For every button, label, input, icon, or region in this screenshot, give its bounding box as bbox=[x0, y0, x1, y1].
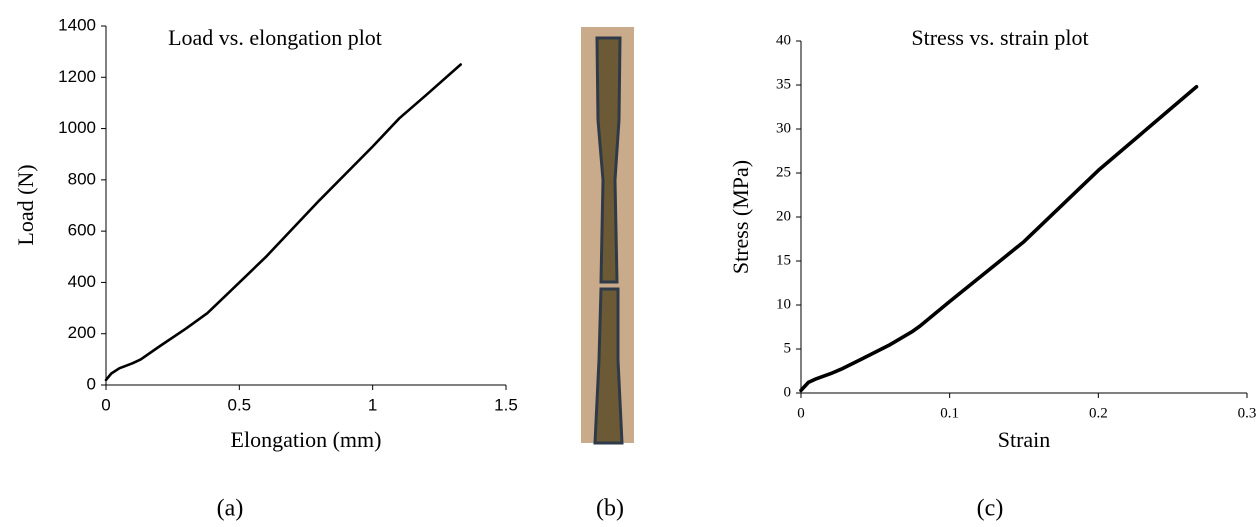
panel-label: (a) bbox=[217, 496, 244, 522]
chart-title: Load vs. elongation plot bbox=[168, 25, 382, 50]
y-tick-label: 200 bbox=[68, 323, 96, 342]
x-axis-label: Elongation (mm) bbox=[231, 427, 382, 452]
y-tick-label: 20 bbox=[776, 208, 791, 224]
x-tick-label: 1.5 bbox=[494, 395, 518, 414]
y-tick-label: 15 bbox=[776, 252, 791, 268]
y-tick-label: 0 bbox=[87, 374, 96, 393]
y-tick-label: 25 bbox=[776, 164, 791, 180]
y-tick-label: 0 bbox=[784, 384, 792, 400]
y-tick-label: 35 bbox=[776, 76, 791, 92]
y-tick-label: 1000 bbox=[58, 118, 96, 137]
specimen-bottom bbox=[595, 289, 622, 443]
chart-title: Stress vs. strain plot bbox=[911, 25, 1088, 50]
panel-label: (b) bbox=[596, 496, 624, 522]
y-tick-label: 800 bbox=[68, 169, 96, 188]
data-line bbox=[106, 65, 461, 380]
panel-label: (c) bbox=[977, 496, 1004, 522]
y-tick-label: 600 bbox=[68, 221, 96, 240]
x-tick-label: 0 bbox=[101, 395, 110, 414]
y-axis-label: Load (N) bbox=[13, 164, 38, 245]
x-tick-label: 1 bbox=[368, 395, 377, 414]
x-tick-label: 0.1 bbox=[940, 405, 959, 421]
y-tick-label: 400 bbox=[68, 272, 96, 291]
y-axis-label: Stress (MPa) bbox=[728, 160, 753, 274]
y-tick-label: 30 bbox=[776, 120, 791, 136]
data-line bbox=[801, 87, 1197, 391]
specimen-photo bbox=[581, 27, 634, 443]
x-tick-label: 0.3 bbox=[1238, 405, 1257, 421]
x-tick-label: 0.2 bbox=[1089, 405, 1108, 421]
specimen-top bbox=[597, 38, 620, 282]
x-tick-label: 0.5 bbox=[228, 395, 252, 414]
y-tick-label: 5 bbox=[784, 340, 792, 356]
y-tick-label: 1400 bbox=[58, 15, 96, 34]
y-tick-label: 10 bbox=[776, 296, 791, 312]
y-tick-label: 40 bbox=[776, 32, 791, 48]
y-tick-label: 1200 bbox=[58, 67, 96, 86]
figure: 020040060080010001200140000.511.5Load vs… bbox=[0, 0, 1260, 527]
x-axis-label: Strain bbox=[998, 427, 1051, 452]
x-tick-label: 0 bbox=[797, 405, 805, 421]
